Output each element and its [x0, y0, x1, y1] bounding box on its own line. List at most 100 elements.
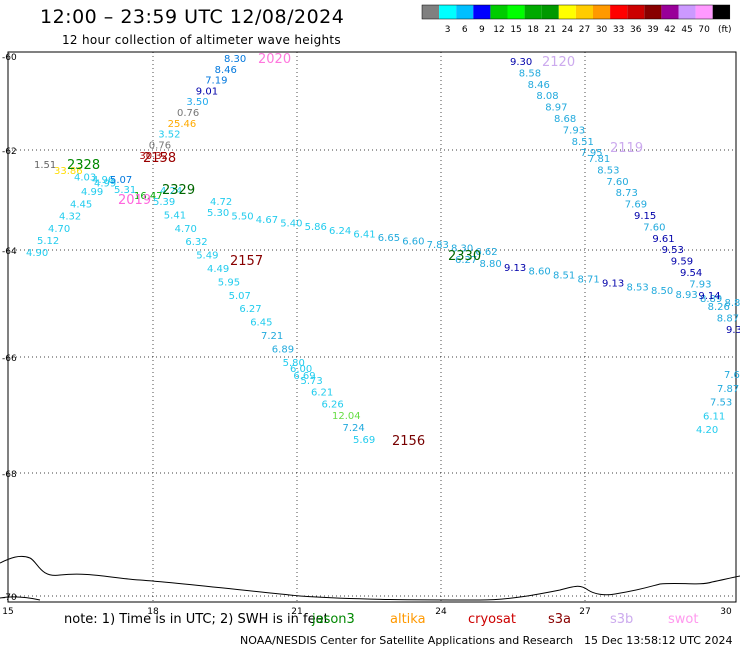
legend-swatch: [712, 5, 730, 19]
wave-height-value: 5.80: [283, 358, 305, 369]
page-title: 12:00 – 23:59 UTC 12/08/2024: [40, 6, 345, 28]
wave-height-value: 6.41: [353, 229, 375, 240]
longitude-label: 27: [579, 607, 590, 617]
page-subtitle: 12 hour collection of altimeter wave hei…: [62, 33, 341, 47]
legend-swatch: [507, 5, 525, 19]
wave-height-value: 5.41: [164, 210, 186, 221]
wave-height-value: 7.83: [427, 240, 449, 251]
wave-height-value: 4.72: [210, 197, 232, 208]
legend-swatch: [456, 5, 474, 19]
wave-height-value: 8.50: [651, 286, 673, 297]
wave-height-value: 1.51: [34, 160, 56, 171]
wave-height-value: 6.32: [185, 237, 207, 248]
legend-swatch: [541, 5, 559, 19]
wave-height-value: 9.61: [652, 234, 674, 245]
wave-height-value: 4.67: [256, 215, 278, 226]
legend-tick-label: 24: [562, 25, 574, 35]
latitude-label: -60: [2, 53, 17, 63]
wave-height-value: 8.53: [597, 165, 619, 176]
wave-height-value: 6.65: [378, 233, 400, 244]
longitude-label: 30: [720, 607, 732, 617]
legend-swatch: [661, 5, 679, 19]
pass-time-label: 2329: [162, 183, 195, 198]
wave-height-value: 5.07: [110, 175, 132, 186]
wave-height-value: 8.89: [700, 294, 722, 305]
wave-height-value: 8.08: [536, 91, 558, 102]
pass-time-label: 2157: [230, 254, 263, 269]
legend-swatch: [610, 5, 628, 19]
latitude-label: -64: [2, 247, 17, 257]
legend-tick-label: 21: [545, 25, 556, 35]
wave-height-value: 5.07: [229, 291, 251, 302]
wave-height-value: 8.73: [616, 188, 638, 199]
wave-height-value: 4.90: [26, 248, 48, 259]
wave-height-value: 6.24: [329, 226, 351, 237]
wave-height-value: 8.51: [572, 137, 594, 148]
wave-height-value: 8.30: [451, 244, 473, 255]
wave-height-value: 7.53: [710, 398, 732, 409]
altimeter-track: 5.30 5.50 4.67 5.40 5.86 6.24 6.41 6.65 6.60 7.83…: [162, 183, 498, 258]
wave-height-value: 8.93: [676, 290, 698, 301]
wave-height-value: 8.68: [554, 114, 576, 125]
wave-height-value: 7.60: [606, 177, 628, 188]
wave-height-value: 4.24: [160, 186, 182, 197]
latitude-label: -70: [2, 593, 17, 603]
wave-height-value: 25.46: [168, 119, 197, 130]
wave-height-value: 4.70: [48, 224, 70, 235]
legend-swatch: [422, 5, 440, 19]
wave-height-value: 6.27: [455, 255, 477, 266]
wave-height-value: 6.69: [293, 371, 315, 382]
pass-time-label: 2120: [542, 55, 575, 70]
wave-height-value: 33.86: [54, 166, 83, 177]
legend-swatch: [558, 5, 576, 19]
wave-height-value: 4.49: [207, 264, 229, 275]
wave-height-value: 6.26: [322, 399, 344, 410]
wave-height-value: 30.32: [139, 151, 168, 162]
coastline: [0, 555, 740, 601]
credit-text: NOAA/NESDIS Center for Satellite Applica…: [240, 634, 574, 647]
wave-height-value: 9.01: [196, 86, 218, 97]
legend-unit: (ft): [718, 25, 732, 35]
wave-height-value: 8.87: [717, 314, 739, 325]
wave-height-value: 5.40: [280, 219, 302, 230]
pass-time-label: 2020: [258, 52, 291, 67]
wave-height-value: 4.20: [696, 425, 718, 436]
legend-swatch: [575, 5, 593, 19]
wave-height-value: 6.89: [272, 344, 294, 355]
wave-height-value: 6.27: [239, 304, 261, 315]
wave-height-value: 4.45: [70, 199, 92, 210]
legend-frame: [421, 4, 731, 20]
latitude-label: -66: [2, 354, 17, 364]
legend-tick-label: 36: [630, 25, 642, 35]
wave-height-value: 9.15: [634, 211, 656, 222]
wave-height-value: 7.95: [580, 148, 602, 159]
wave-height-value: 8.46: [215, 65, 237, 76]
wave-height-value: 6.45: [250, 318, 272, 329]
wave-height-value: 5.12: [37, 236, 59, 247]
legend-tick-label: 27: [579, 25, 590, 35]
wave-height-value: 9.59: [671, 257, 693, 268]
wave-height-value: 0.76: [177, 108, 199, 119]
wave-height-value: 8.30: [224, 54, 246, 65]
legend-swatch: [490, 5, 508, 19]
pass-time-label: 2119: [610, 141, 643, 156]
legend-tick-label: 33: [613, 25, 624, 35]
legend-tick-label: 15: [510, 25, 521, 35]
legend-swatch: [644, 5, 662, 19]
wave-height-value: 8.26: [708, 302, 730, 313]
wave-height-value: 4.96: [92, 175, 114, 186]
wave-height-value: 3.50: [186, 97, 208, 108]
legend-tick-label: 30: [596, 25, 608, 35]
wave-height-value: 5.31: [114, 185, 136, 196]
wave-height-value: 5.95: [218, 277, 240, 288]
generated-timestamp: 15 Dec 13:58:12 UTC 2024: [584, 634, 733, 647]
wave-height-value: 7.93: [689, 279, 711, 290]
wave-height-value: 7.24: [343, 423, 365, 434]
wave-height-value: 5.30: [207, 208, 229, 219]
wave-height-value: 4.32: [59, 212, 81, 223]
satellite-legend-item: s3a: [548, 612, 572, 627]
legend-swatch: [678, 5, 696, 19]
